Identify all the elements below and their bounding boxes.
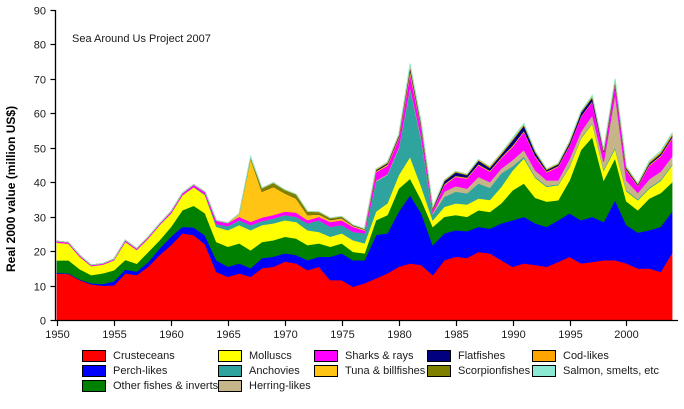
y-axis-title: Real 2000 value (million US$) [4, 105, 18, 272]
legend-swatch-perch-likes [82, 365, 106, 377]
y-tick-label: 20 [34, 247, 46, 259]
legend-swatch-flatfishes [427, 350, 451, 362]
x-tick-label: 2000 [614, 329, 638, 341]
legend-item-flatfishes: Flatfishes [427, 350, 505, 364]
x-tick-label: 1985 [444, 329, 468, 341]
y-tick-label: 30 [34, 213, 46, 225]
legend-item-perch-likes: Perch-likes [82, 365, 167, 379]
x-tick-label: 1975 [330, 329, 354, 341]
legend-swatch-anchovies [218, 365, 242, 377]
y-tick-label: 90 [34, 6, 46, 18]
legend-item-tuna-billfishes: Tuna & billfishes [314, 365, 425, 379]
y-tick-label: 10 [34, 282, 46, 294]
legend-item-other-fishes-inverts: Other fishes & inverts [82, 380, 218, 394]
y-tick-label: 80 [34, 40, 46, 52]
legend: Crusteceans Perch-likes Other fishes & inv… [0, 350, 684, 405]
legend-label: Anchovies [249, 365, 300, 377]
y-tick-label: 50 [34, 144, 46, 156]
y-tick-label: 60 [34, 109, 46, 121]
legend-item-cod-likes: Cod-likes [532, 350, 609, 364]
legend-item-anchovies: Anchovies [218, 365, 300, 379]
area-series-salmon-smelts-etc [56, 63, 673, 266]
legend-label: Sharks & rays [345, 350, 414, 362]
legend-swatch-herring-likes [218, 380, 242, 392]
legend-swatch-sharks-rays [314, 350, 338, 362]
x-tick-label: 1965 [216, 329, 240, 341]
legend-swatch-other-fishes-inverts [82, 380, 106, 392]
x-tick-label: 1980 [387, 329, 411, 341]
legend-swatch-scorpionfishes [427, 365, 451, 377]
legend-label: Molluscs [249, 350, 292, 362]
legend-swatch-tuna-billfishes [314, 365, 338, 377]
y-tick-label: 70 [34, 75, 46, 87]
y-tick-label: 0 [40, 316, 46, 328]
legend-item-scorpionfishes: Scorpionfishes [427, 365, 530, 379]
stacked-area-chart: 0 10 20 30 40 50 60 70 80 90 1950 1955 1960 1965 1970 1… [34, 6, 678, 341]
legend-swatch-molluscs [218, 350, 242, 362]
legend-item-salmon-smelts-etc: Salmon, smelts, etc [532, 365, 659, 379]
x-tick-label: 1960 [159, 329, 183, 341]
legend-label: Salmon, smelts, etc [563, 365, 659, 377]
legend-item-herring-likes: Herring-likes [218, 380, 311, 394]
legend-label: Perch-likes [113, 365, 168, 377]
legend-swatch-crusteceans [82, 350, 106, 362]
legend-label: Scorpionfishes [458, 365, 531, 377]
legend-label: Flatfishes [458, 350, 506, 362]
legend-label: Tuna & billfishes [345, 365, 426, 377]
chart-annotation: Sea Around Us Project 2007 [72, 33, 211, 45]
x-tick-label: 1995 [558, 329, 582, 341]
legend-label: Other fishes & inverts [113, 380, 219, 392]
x-tick-label: 1950 [45, 329, 69, 341]
x-tick-label: 1970 [273, 329, 297, 341]
legend-label: Crusteceans [113, 350, 175, 362]
legend-label: Cod-likes [563, 350, 609, 362]
legend-item-sharks-rays: Sharks & rays [314, 350, 413, 364]
x-tick-label: 1955 [102, 329, 126, 341]
legend-item-crusteceans: Crusteceans [82, 350, 175, 364]
legend-swatch-salmon-smelts-etc [532, 365, 556, 377]
y-tick-label: 40 [34, 178, 46, 190]
legend-swatch-cod-likes [532, 350, 556, 362]
legend-item-molluscs: Molluscs [218, 350, 292, 364]
legend-label: Herring-likes [249, 380, 311, 392]
x-tick-label: 1990 [501, 329, 525, 341]
